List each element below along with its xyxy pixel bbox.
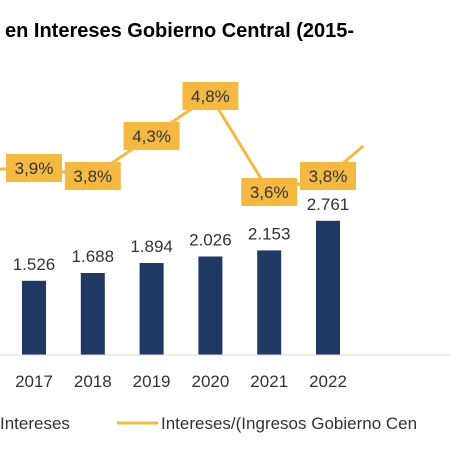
- bar-value-label: 1.894: [130, 237, 173, 256]
- bar-value-label: 2.761: [307, 195, 350, 214]
- bar-2017: [22, 280, 46, 355]
- bar-2020: [198, 256, 223, 355]
- bar-2022: [316, 220, 340, 355]
- line-value-label: 3,6%: [250, 183, 289, 202]
- legend: Intereses Intereses/(Ingresos Gobierno C…: [0, 414, 417, 433]
- line-label-box: [300, 162, 356, 190]
- bar-series: [22, 220, 340, 355]
- legend-label-intereses: Intereses: [0, 414, 70, 433]
- line-value-label: 3,8%: [309, 167, 348, 186]
- x-tick-label: 2020: [191, 372, 229, 391]
- line-label-box: [64, 162, 121, 190]
- bar-2019: [139, 263, 164, 355]
- line-label-box: [241, 178, 298, 206]
- bar-value-label: 2.153: [248, 224, 291, 243]
- bar-value-labels: 1.526 1.688 1.894 2.026 2.153 2.761: [13, 195, 350, 274]
- bar-2018: [80, 273, 105, 355]
- x-tick-label: 2017: [15, 372, 53, 391]
- bar-value-label: 1.526: [13, 255, 56, 274]
- line-label-box: [6, 154, 62, 182]
- x-tick-label: 2019: [133, 372, 171, 391]
- x-tick-label: 2022: [309, 372, 347, 391]
- line-value-label: 4,8%: [191, 87, 230, 106]
- line-value-label: 3,8%: [73, 167, 112, 186]
- chart-title: en Intereses Gobierno Central (2015-: [5, 20, 354, 42]
- bar-value-label: 1.688: [72, 247, 115, 266]
- legend-label-ratio: Intereses/(Ingresos Gobierno Cen: [161, 414, 417, 433]
- x-tick-label: 2021: [250, 372, 288, 391]
- line-value-label: 3,9%: [15, 159, 54, 178]
- bar-2021: [257, 250, 282, 355]
- line-value-label: 4,3%: [132, 127, 171, 146]
- line-label-box: [182, 82, 239, 110]
- bar-value-label: 2.026: [189, 231, 232, 250]
- x-tick-label: 2018: [74, 372, 112, 391]
- x-axis-ticks: 2017 2018 2019 2020 2021 2022: [15, 372, 347, 391]
- line-label-box: [123, 122, 180, 150]
- line-value-labels: 3,9% 3,8% 4,3% 4,8% 3,6% 3,8%: [6, 82, 356, 206]
